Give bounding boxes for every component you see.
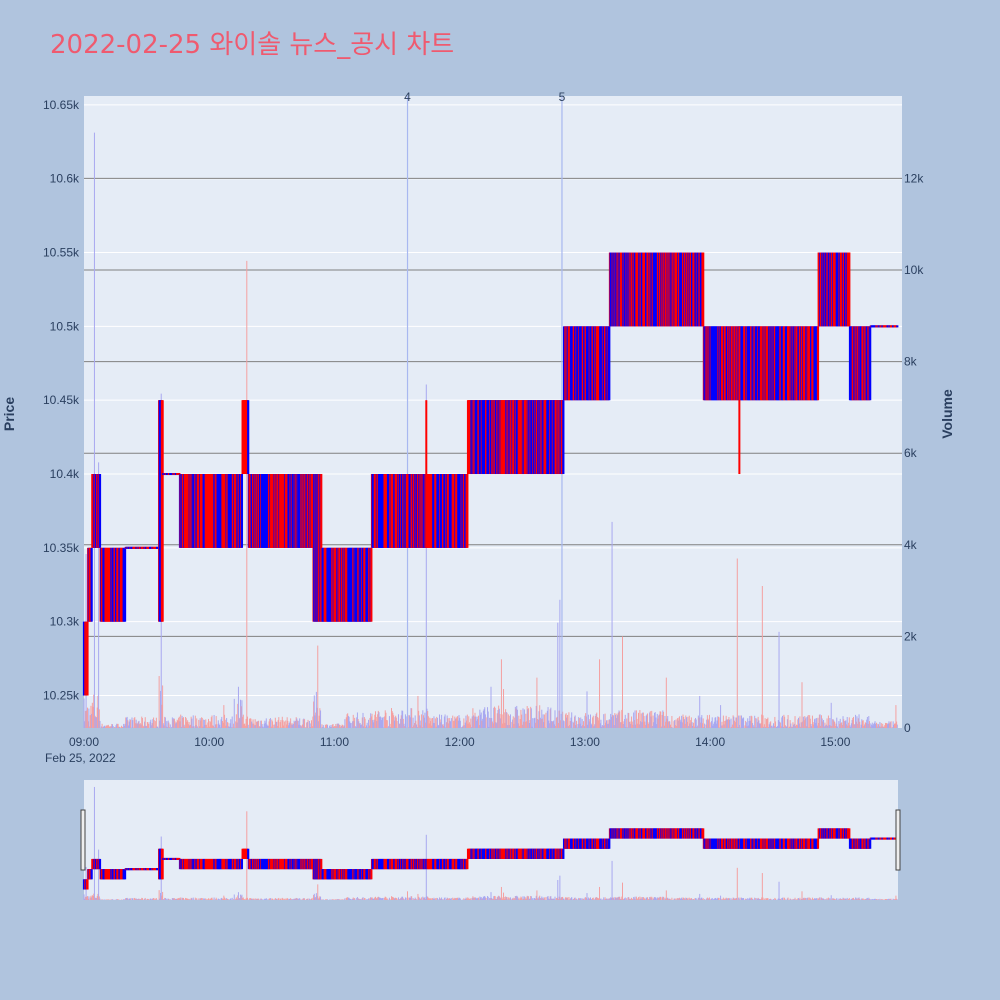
- slider-candle: [869, 838, 872, 849]
- slider-candle: [90, 869, 93, 880]
- candle: [370, 547, 373, 622]
- candle: [562, 400, 565, 475]
- slider-candle: [247, 848, 250, 859]
- slider-candle: [848, 828, 851, 839]
- volume-axis: 0 2k 4k 6k 8k 10k 12k: [904, 171, 924, 735]
- price-tick-label: 10.45k: [43, 393, 80, 407]
- volume-tick-label: 8k: [904, 355, 918, 369]
- price-axis: 10.25k 10.3k 10.35k 10.4k 10.45k 10.5k 10.55k 1…: [43, 98, 80, 703]
- time-tick-label: 10:00: [194, 735, 224, 749]
- slider-candle: [161, 848, 164, 880]
- slider-candle: [466, 858, 469, 870]
- candle: [90, 547, 93, 622]
- candle: [816, 326, 820, 401]
- price-tick-label: 10.55k: [43, 246, 80, 260]
- range-slider-right-handle[interactable]: [895, 809, 901, 871]
- candle: [123, 547, 127, 622]
- volume-tick-label: 4k: [904, 538, 918, 552]
- slider-candle: [562, 848, 565, 859]
- candle-doji: [896, 325, 899, 328]
- time-tick-label: 11:00: [320, 735, 349, 749]
- candle-wick: [425, 400, 428, 548]
- chart-title: 2022-02-25 와이솔 뉴스_공시 차트: [50, 30, 455, 60]
- price-tick-label: 10.3k: [50, 615, 80, 629]
- candle: [466, 474, 469, 548]
- price-axis-title: Price: [1, 397, 17, 431]
- price-tick-label: 10.4k: [50, 467, 80, 481]
- date-label: Feb 25, 2022: [45, 751, 116, 765]
- volume-axis-title: Volume: [939, 389, 955, 439]
- slider-candle: [86, 879, 89, 890]
- range-slider-preview: [82, 786, 899, 900]
- slider-candle: [816, 838, 820, 849]
- candle: [247, 400, 250, 475]
- slider-candle: [608, 838, 611, 849]
- slider-candle: [123, 869, 127, 880]
- candle: [161, 400, 164, 622]
- volume-tick-label: 6k: [904, 446, 918, 460]
- candle-wick: [85, 621, 88, 696]
- time-tick-label: 09:00: [69, 735, 99, 749]
- candle: [608, 326, 611, 401]
- volume-tick-label: 12k: [904, 171, 924, 185]
- time-tick-label: 14:00: [695, 735, 725, 749]
- slider-candle: [702, 828, 705, 839]
- candlesticks: [82, 252, 899, 696]
- news-marker-label: 4: [404, 90, 411, 104]
- candle: [86, 621, 89, 696]
- price-tick-label: 10.25k: [43, 689, 80, 703]
- time-tick-label: 12:00: [445, 735, 475, 749]
- news-marker-label: 5: [559, 90, 566, 104]
- price-tick-label: 10.5k: [50, 319, 80, 333]
- volume-tick-label: 0: [904, 721, 911, 735]
- time-tick-label: 13:00: [570, 735, 600, 749]
- candle: [98, 474, 102, 548]
- candle: [869, 326, 872, 401]
- range-slider-left-handle[interactable]: [80, 809, 86, 871]
- price-tick-label: 10.35k: [43, 541, 80, 555]
- candle: [240, 474, 244, 548]
- candle: [702, 252, 705, 327]
- volume-tick-label: 2k: [904, 629, 918, 643]
- candle-wick: [738, 326, 741, 475]
- price-tick-label: 10.65k: [43, 98, 80, 112]
- slider-candle: [98, 858, 102, 870]
- time-axis: 09:00 10:00 11:00 12:00 13:00 14:00 15:00: [69, 735, 851, 749]
- price-tick-label: 10.6k: [50, 172, 80, 186]
- candle: [848, 252, 851, 327]
- slider-candle: [370, 869, 373, 880]
- time-tick-label: 15:00: [820, 735, 850, 749]
- volume-tick-label: 10k: [904, 263, 924, 277]
- slider-candle: [240, 858, 244, 870]
